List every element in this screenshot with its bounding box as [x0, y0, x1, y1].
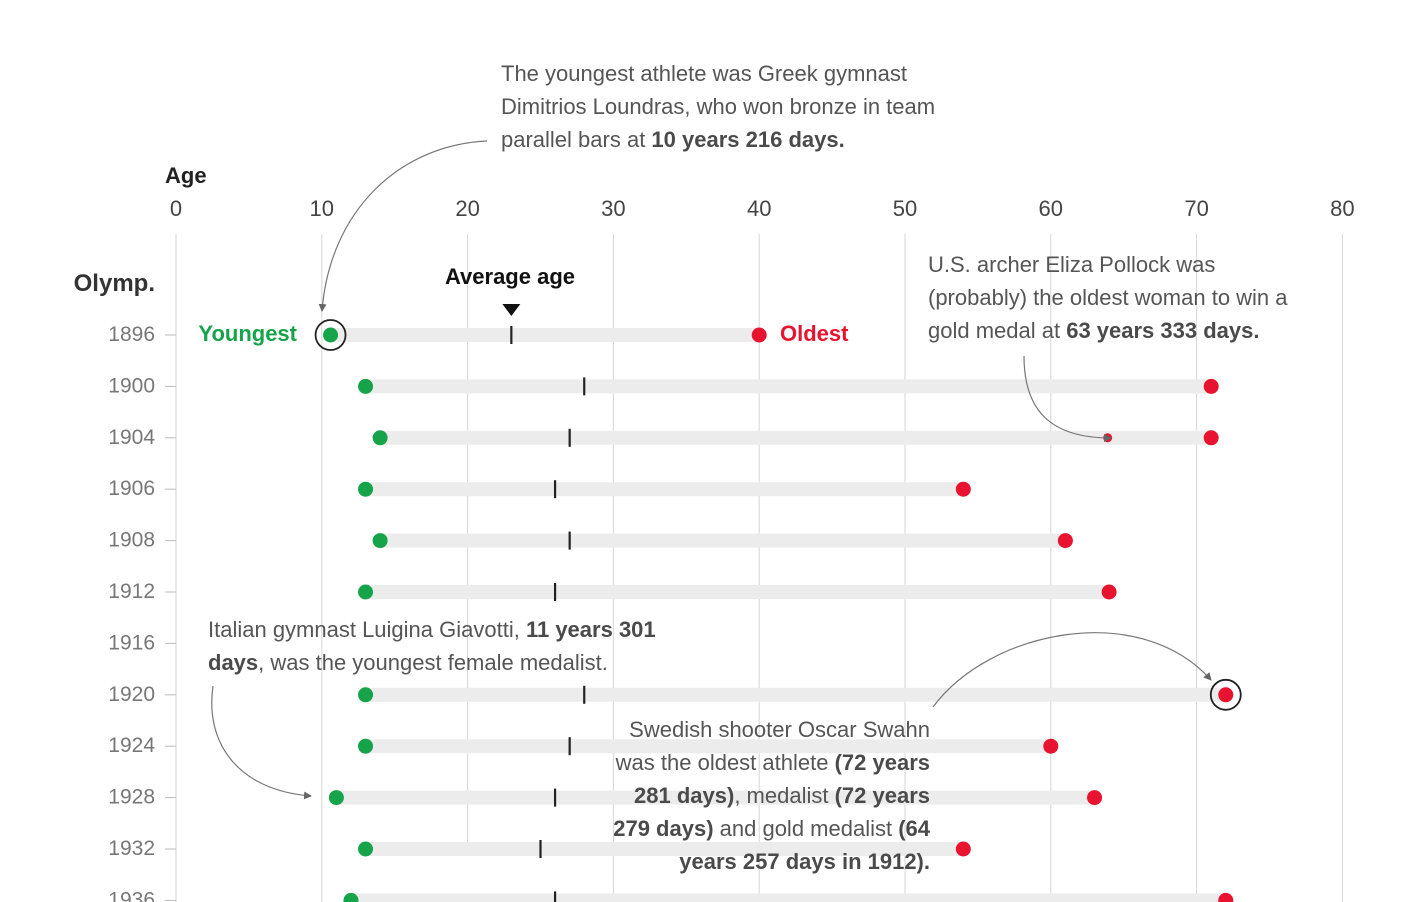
x-tick-label: 60 [1039, 196, 1063, 221]
youngest-dot [358, 481, 374, 497]
row-year-label: 1912 [108, 580, 155, 603]
youngest-dot [358, 841, 374, 857]
annotation-line: 279 days) and gold medalist (64 [613, 816, 930, 841]
youngest-dot [358, 687, 374, 703]
oldest-dot [955, 481, 971, 497]
annotation-line: days, was the youngest female medalist. [208, 650, 608, 675]
oldest-dot [1218, 687, 1234, 703]
x-tick-label: 70 [1184, 196, 1208, 221]
highlight-ring-oldest [1209, 678, 1242, 711]
range-bar [350, 893, 1226, 902]
row-year-label: 1928 [108, 786, 155, 809]
row-year-label: 1936 [108, 888, 155, 902]
annotation-line: Italian gymnast Luigina Giavotti, 11 yea… [208, 617, 656, 642]
axis-title: Age [165, 163, 207, 188]
x-tick-label: 50 [893, 196, 917, 221]
row-year-label: 1920 [108, 683, 155, 706]
range-bar [365, 687, 1226, 702]
youngest-dot [323, 327, 339, 343]
annotation-oldest-athlete: Swedish shooter Oscar Swahn was the olde… [520, 713, 930, 878]
row-year-label: 1900 [108, 374, 155, 397]
arrow-oldest-woman [1023, 355, 1112, 442]
x-tick-label: 0 [170, 196, 182, 221]
annotation-line: U.S. archer Eliza Pollock was [928, 252, 1216, 277]
annotation-line: parallel bars at 10 years 216 days. [501, 127, 845, 152]
annotation-line: The youngest athlete was Greek gymnast [501, 61, 907, 86]
range-bar [380, 533, 1066, 548]
youngest-dot [358, 738, 374, 754]
annotation-line: was the oldest athlete (72 years [615, 750, 930, 775]
x-tick-label: 20 [455, 196, 479, 221]
oldest-dot [1101, 584, 1117, 600]
range-bar [365, 842, 964, 856]
oldest-dot [1087, 790, 1103, 806]
youngest-dot [372, 430, 388, 446]
data-marks [314, 319, 1242, 902]
youngest-dot [358, 378, 374, 394]
x-tick-label: 40 [747, 196, 771, 221]
oldest-dot [1203, 430, 1219, 446]
average-marker-triangle [502, 304, 521, 316]
legend-oldest: Oldest [780, 321, 849, 346]
row-year-label: 1924 [108, 734, 155, 757]
youngest-dot [358, 584, 374, 600]
oldest-dot [1043, 738, 1059, 754]
annotation-line: years 257 days in 1912). [679, 849, 930, 874]
youngest-dot [343, 892, 359, 902]
oldest-dot [1218, 892, 1234, 902]
legend-average: Average age [445, 264, 575, 289]
annotation-line: Swedish shooter Oscar Swahn [629, 717, 930, 742]
row-year-label: 1908 [108, 529, 155, 552]
row-year-label: 1932 [108, 837, 155, 860]
annotation-line: gold medal at 63 years 333 days. [928, 318, 1260, 343]
x-tick-label: 80 [1330, 196, 1354, 221]
range-bar [365, 585, 1110, 599]
range-bar [365, 482, 964, 497]
range-bar [365, 379, 1212, 394]
oldest-dot [1203, 378, 1219, 394]
range-bar [380, 430, 1212, 445]
row-header: Olymp. [74, 270, 155, 297]
range-bars [330, 328, 1226, 902]
range-bar [365, 739, 1051, 754]
x-tick-label: 10 [310, 196, 334, 221]
oldest-dot [751, 327, 767, 343]
annotation-arrows [211, 140, 1212, 800]
legend-youngest: Youngest [198, 321, 297, 346]
arrow-oldest-athlete [932, 632, 1212, 708]
chart-labels: Age 0 10 20 30 40 50 60 70 80 Olymp. Youngest Oldest… [74, 163, 1355, 902]
row-year-label: 1904 [108, 426, 155, 449]
annotation-youngest-athlete: The youngest athlete was Greek gymnast D… [501, 57, 1021, 156]
youngest-dot [328, 790, 344, 806]
range-bar [336, 790, 1095, 805]
row-year-label: 1916 [108, 631, 155, 654]
annotation-line: Dimitrios Loundras, who won bronze in te… [501, 94, 936, 119]
oldest-dot [955, 841, 971, 857]
oldest-dot [1057, 533, 1073, 549]
highlight-ring-youngest [314, 319, 347, 351]
annotation-line: (probably) the oldest woman to win a [928, 285, 1288, 310]
arrow-youngest-athlete [318, 140, 488, 312]
annotation-line: 281 days), medalist (72 years [634, 783, 930, 808]
annotation-oldest-woman: U.S. archer Eliza Pollock was (probably)… [928, 248, 1368, 347]
row-year-label: 1896 [108, 323, 155, 346]
x-tick-label: 30 [601, 196, 625, 221]
annotation-youngest-female: Italian gymnast Luigina Giavotti, 11 yea… [208, 613, 728, 679]
arrow-youngest-female [211, 685, 312, 800]
youngest-dot [372, 533, 388, 549]
row-year-label: 1906 [108, 477, 155, 500]
range-bar [330, 328, 760, 342]
